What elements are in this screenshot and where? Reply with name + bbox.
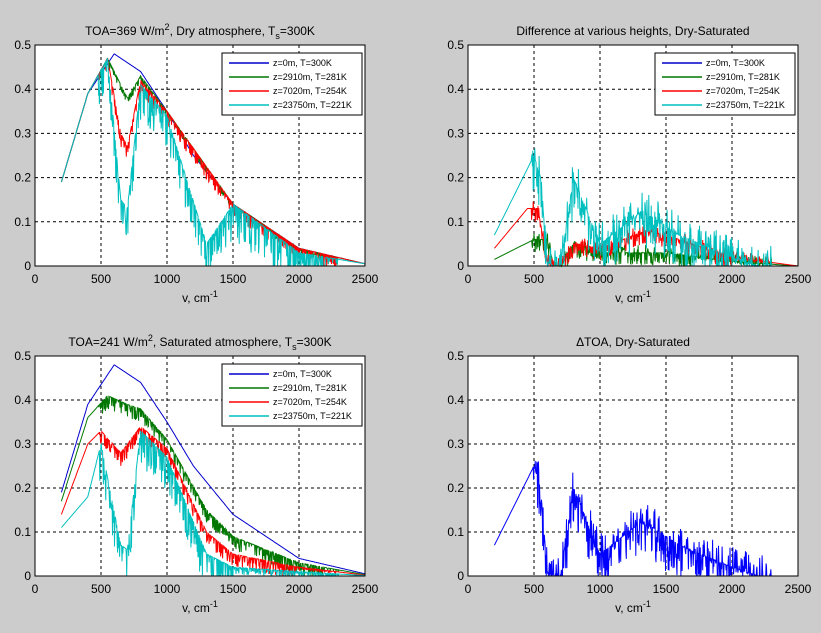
axes-box [34, 44, 366, 267]
x-tick-label: 2000 [286, 272, 313, 286]
x-tick-label: 500 [91, 272, 111, 286]
x-tick-label: 1000 [587, 272, 614, 286]
y-tick-label: 0.5 [14, 349, 31, 363]
y-tick-label: 0.5 [447, 349, 464, 363]
chart-diff: 0 500 1000 1500 2000 2500 0 0.1 0.2 0.3 0.4 0.5 v, c… [447, 24, 811, 305]
x-tick-label: 0 [32, 582, 39, 596]
x-tick-label: 1000 [154, 272, 181, 286]
x-tick-label: 2000 [719, 582, 746, 596]
x-tick-label: 2500 [785, 582, 812, 596]
x-tick-label: 0 [465, 272, 472, 286]
legend-entry: z=2910m, T=281K [706, 72, 780, 82]
y-tick-label: 0.2 [447, 171, 464, 185]
series-line-2 [60, 57, 365, 267]
legend-entry: z=7020m, T=254K [706, 86, 780, 96]
legend-entry: z=2910m, T=281K [273, 383, 347, 393]
x-axis-label: v, cm-1 [615, 289, 651, 305]
legend-entry: z=0m, T=300K [273, 58, 332, 68]
y-tick-label: 0.5 [447, 38, 464, 52]
y-tick-label: 0.3 [447, 126, 464, 140]
legend-entry: z=23750m, T=221K [273, 411, 352, 421]
axes-box [467, 44, 799, 267]
chart-dtoa: 0 500 1000 1500 2000 2500 0 0.1 0.2 0.3 0.4 0.5 v, c… [447, 335, 811, 615]
chart-title: Difference at various heights, Dry-Satur… [516, 24, 749, 38]
x-axis-label: v, cm-1 [615, 599, 651, 615]
y-tick-label: 0 [457, 259, 464, 273]
x-tick-label: 1500 [220, 272, 247, 286]
x-tick-label: 1500 [653, 272, 680, 286]
y-tick-label: 0.2 [14, 481, 31, 495]
y-tick-label: 0.3 [14, 126, 31, 140]
y-tick-label: 0 [457, 569, 464, 583]
chart-title: TOA=241 W/m2, Saturated atmosphere, Ts=3… [68, 333, 331, 352]
plot-area [468, 356, 798, 576]
y-tick-label: 0.4 [447, 82, 464, 96]
x-tick-label: 2000 [286, 582, 313, 596]
y-tick-label: 0.4 [14, 82, 31, 96]
legend: z=0m, T=300K z=2910m, T=281K z=7020m, T=25… [221, 363, 363, 427]
legend-entry: z=7020m, T=254K [273, 397, 347, 407]
x-tick-label: 500 [91, 582, 111, 596]
x-tick-label: 2500 [352, 272, 379, 286]
y-tick-label: 0.2 [447, 481, 464, 495]
axes-box [467, 355, 799, 577]
chart-sat: 0 500 1000 1500 2000 2500 0 0.1 0.2 0.3 0.4 0.5 v, c… [14, 333, 378, 615]
legend-entry: z=23750m, T=221K [273, 100, 352, 110]
y-tick-label: 0.1 [447, 525, 464, 539]
x-tick-label: 1500 [653, 582, 680, 596]
y-tick-label: 0 [24, 569, 31, 583]
y-tick-label: 0.5 [14, 38, 31, 52]
x-tick-label: 0 [465, 582, 472, 596]
x-tick-label: 0 [32, 272, 39, 286]
chart-title: ΔTOA, Dry-Saturated [576, 335, 690, 349]
series-line-1 [60, 395, 365, 577]
y-tick-label: 0.2 [14, 171, 31, 185]
x-tick-label: 1500 [220, 582, 247, 596]
series-line-2 [60, 426, 365, 577]
legend-entry: z=2910m, T=281K [273, 72, 347, 82]
x-tick-label: 2500 [352, 582, 379, 596]
x-tick-label: 500 [524, 582, 544, 596]
y-tick-label: 0.1 [14, 215, 31, 229]
y-tick-label: 0.4 [447, 393, 464, 407]
x-tick-label: 1000 [587, 582, 614, 596]
x-tick-label: 2000 [719, 272, 746, 286]
x-tick-label: 2500 [785, 272, 812, 286]
y-tick-label: 0.4 [14, 393, 31, 407]
chart-title: TOA=369 W/m2, Dry atmosphere, Ts=300K [85, 22, 315, 41]
legend-entry: z=7020m, T=254K [273, 86, 347, 96]
y-tick-label: 0 [24, 259, 31, 273]
chart-dry: 0 500 1000 1500 2000 2500 0 0.1 0.2 0.3 0.4 0.5 v, c… [14, 22, 378, 305]
x-axis-label: v, cm-1 [182, 599, 218, 615]
y-tick-label: 0.1 [14, 525, 31, 539]
legend-entry: z=23750m, T=221K [706, 100, 785, 110]
y-tick-label: 0.3 [447, 437, 464, 451]
series-line-0 [60, 364, 365, 575]
y-tick-label: 0.1 [447, 215, 464, 229]
axes-box [34, 355, 366, 577]
legend: z=0m, T=300K z=2910m, T=281K z=7020m, T=25… [221, 52, 363, 116]
legend: z=0m, T=300K z=2910m, T=281K z=7020m, T=25… [654, 52, 796, 116]
legend-entry: z=0m, T=300K [273, 369, 332, 379]
x-tick-label: 1000 [154, 582, 181, 596]
legend-entry: z=0m, T=300K [706, 58, 765, 68]
x-tick-label: 500 [524, 272, 544, 286]
series-line-0 [493, 460, 798, 577]
x-axis-label: v, cm-1 [182, 289, 218, 305]
y-tick-label: 0.3 [14, 437, 31, 451]
